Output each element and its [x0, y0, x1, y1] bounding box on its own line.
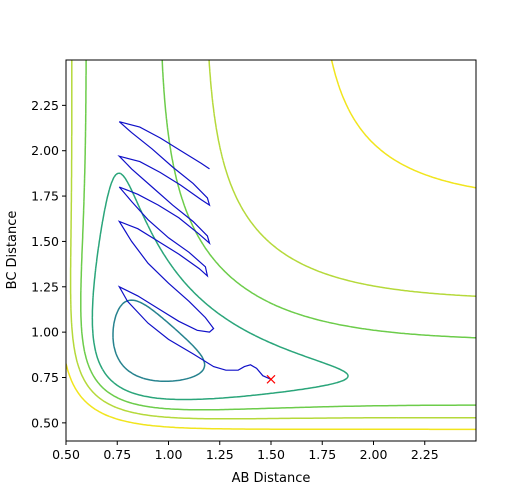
y-tick-label: 0.50	[31, 415, 59, 430]
x-tick-label: 2.00	[360, 447, 388, 462]
contour-level-6	[69, 60, 476, 420]
contour-level-3	[112, 299, 206, 383]
x-tick-label: 0.75	[103, 447, 131, 462]
y-tick-label: 2.25	[31, 98, 59, 113]
contour-level-5	[80, 60, 476, 411]
x-tick-label: 1.50	[257, 447, 285, 462]
x-tick-label: 1.25	[206, 447, 234, 462]
contour-level-7	[66, 60, 476, 431]
y-axis: 0.50 0.75 1.00 1.25 1.50 1.75 2.00 2.25	[31, 98, 66, 430]
trajectory-layer	[117, 121, 272, 380]
y-tick-label: 1.00	[31, 325, 59, 340]
x-tick-label: 2.25	[411, 447, 439, 462]
contour-level-4	[91, 172, 349, 401]
x-axis: 0.50 0.75 1.00 1.25 1.50 1.75 2.00 2.25	[52, 441, 439, 462]
y-tick-label: 2.00	[31, 143, 59, 158]
x-tick-label: 0.50	[52, 447, 80, 462]
contour-lines	[66, 60, 476, 431]
y-tick-label: 1.25	[31, 279, 59, 294]
end-marker-stroke	[266, 374, 276, 384]
trajectory-line	[117, 121, 272, 380]
y-tick-label: 0.75	[31, 370, 59, 385]
y-tick-label: 1.75	[31, 189, 59, 204]
x-tick-label: 1.00	[155, 447, 183, 462]
end-marker	[266, 374, 276, 384]
y-axis-label: BC Distance	[5, 211, 20, 290]
x-axis-label: AB Distance	[232, 471, 311, 486]
y-tick-label: 1.50	[31, 234, 59, 249]
x-tick-label: 1.75	[308, 447, 336, 462]
